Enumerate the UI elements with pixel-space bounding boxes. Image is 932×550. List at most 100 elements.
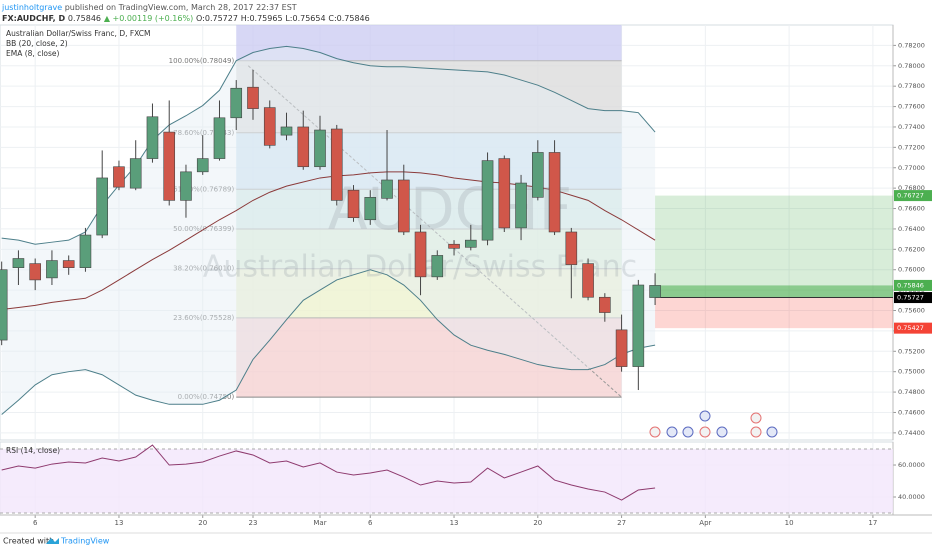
y-tick-label: 0.76000 xyxy=(898,266,925,274)
plot: 0.74400 0.74600 0.74800 0.75000 0.75200 0.754… xyxy=(0,24,932,527)
bb-lower xyxy=(1,269,656,415)
candle-body xyxy=(79,234,92,268)
y-tick-label: 0.76400 xyxy=(898,225,925,233)
bb-basis xyxy=(1,171,656,310)
candle-body xyxy=(96,177,109,236)
price-tag-label: 0.75727 xyxy=(897,294,924,302)
legend-rsi: RSI (14, close) xyxy=(6,446,60,455)
target-zone xyxy=(655,195,893,298)
candle-body xyxy=(548,152,561,233)
candle-body xyxy=(515,182,527,229)
candle-body xyxy=(582,263,594,298)
x-tick-label: 13 xyxy=(450,519,459,527)
candle-body xyxy=(364,197,377,221)
candle-body xyxy=(113,166,125,188)
candle-body xyxy=(146,116,159,159)
candle-body xyxy=(481,160,494,241)
candle-body xyxy=(213,117,226,159)
y-tick-label: 0.74800 xyxy=(898,388,925,396)
x-tick-label: Apr xyxy=(699,519,711,527)
candle-body xyxy=(565,231,578,265)
candle-body xyxy=(330,128,343,201)
open: O:0.75727 xyxy=(196,14,238,23)
x-tick-label: 6 xyxy=(368,519,373,527)
fib-trend xyxy=(247,65,622,398)
legend-bb: BB (20, close, 2) xyxy=(6,39,68,48)
y-tick-label: 0.78000 xyxy=(898,62,925,70)
candle-body xyxy=(649,285,661,298)
price-tag-label: 0.75427 xyxy=(897,324,924,332)
fib-label: 38.20%(0.76010) xyxy=(173,265,234,273)
change: ▲ +0.00119 (+0.16%) xyxy=(104,14,193,23)
candle-body xyxy=(0,269,8,341)
fib-label: 100.00%(0.78049) xyxy=(169,57,235,65)
y-tick-label: 0.75600 xyxy=(898,307,925,315)
candle-body xyxy=(599,296,611,313)
y-tick-label: 0.77000 xyxy=(898,164,925,172)
bb-upper xyxy=(1,45,656,245)
y-tick-label: 0.74400 xyxy=(898,429,925,437)
candle-body xyxy=(615,329,628,367)
price-tag xyxy=(894,322,932,334)
x-tick-label: 17 xyxy=(868,519,877,527)
legend-title: Australian Dollar/Swiss Franc, D, FXCM xyxy=(6,29,150,38)
y-tick-label: 0.76800 xyxy=(898,184,925,192)
y-tick-label: 60.0000 xyxy=(898,461,925,469)
candle-body xyxy=(464,239,477,248)
candle-body xyxy=(12,258,25,268)
candle-body xyxy=(163,131,176,201)
candle-body xyxy=(532,152,544,198)
tv-logo xyxy=(46,538,59,544)
candle-body xyxy=(230,87,243,119)
fib-label: 78.60%(0.77343) xyxy=(173,129,234,137)
y-tick-label: 0.77800 xyxy=(898,82,925,90)
y-tick-label: 40.0000 xyxy=(898,493,925,501)
x-tick-label: 20 xyxy=(198,519,207,527)
candle-body xyxy=(196,158,209,173)
stop-zone xyxy=(655,297,893,329)
y-tick-label: 0.77600 xyxy=(898,103,925,111)
candle-body xyxy=(431,255,444,278)
x-tick-label: 23 xyxy=(249,519,258,527)
candle-body xyxy=(62,260,75,268)
x-tick-label: 13 xyxy=(114,519,123,527)
y-tick-label: 0.75200 xyxy=(898,347,925,355)
rsi-band xyxy=(0,449,893,514)
footer-created: Created with xyxy=(3,537,54,546)
y-tick-label: 0.78200 xyxy=(898,41,925,49)
fib-zone xyxy=(236,229,622,269)
fib-zone xyxy=(236,317,622,398)
candle-body xyxy=(632,284,645,367)
y-tick-label: 0.76200 xyxy=(898,245,925,253)
candle-body xyxy=(247,86,259,109)
price-tag xyxy=(894,292,932,304)
x-tick-label: 10 xyxy=(785,519,794,527)
rsi-line xyxy=(1,444,656,501)
fib-label: 61.80%(0.76789) xyxy=(173,185,234,193)
y-tick-label: 0.74600 xyxy=(898,408,925,416)
candle-body xyxy=(381,179,393,199)
author[interactable]: justinholtgrave xyxy=(1,3,62,12)
price: 0.75846 xyxy=(68,14,101,23)
candle-body xyxy=(263,107,276,146)
x-tick-label: Mar xyxy=(313,519,326,527)
publish-line: justinholtgrave published on TradingView… xyxy=(1,3,297,12)
y-tick-label: 0.75000 xyxy=(898,368,925,376)
symbol: FX:AUDCHF, D xyxy=(2,14,65,23)
candle-body xyxy=(29,263,41,281)
candle-body xyxy=(180,171,192,201)
y-tick-label: 0.77400 xyxy=(898,123,925,131)
quote-line: FX:AUDCHF, D 0.75846 ▲ +0.00119 (+0.16%)… xyxy=(2,14,370,23)
price-tag xyxy=(894,190,932,202)
candle-body xyxy=(448,243,460,249)
y-tick-label: 0.77200 xyxy=(898,143,925,151)
high: H:0.75965 xyxy=(241,14,283,23)
y-tick-label: 0.76600 xyxy=(898,205,925,213)
footer-brand[interactable]: TradingView xyxy=(60,537,110,546)
candle-body xyxy=(280,126,293,136)
event-icons xyxy=(649,410,778,438)
fib-label: 23.60%(0.75528) xyxy=(173,314,234,322)
candle-body xyxy=(297,126,310,168)
candle-body xyxy=(347,189,360,219)
